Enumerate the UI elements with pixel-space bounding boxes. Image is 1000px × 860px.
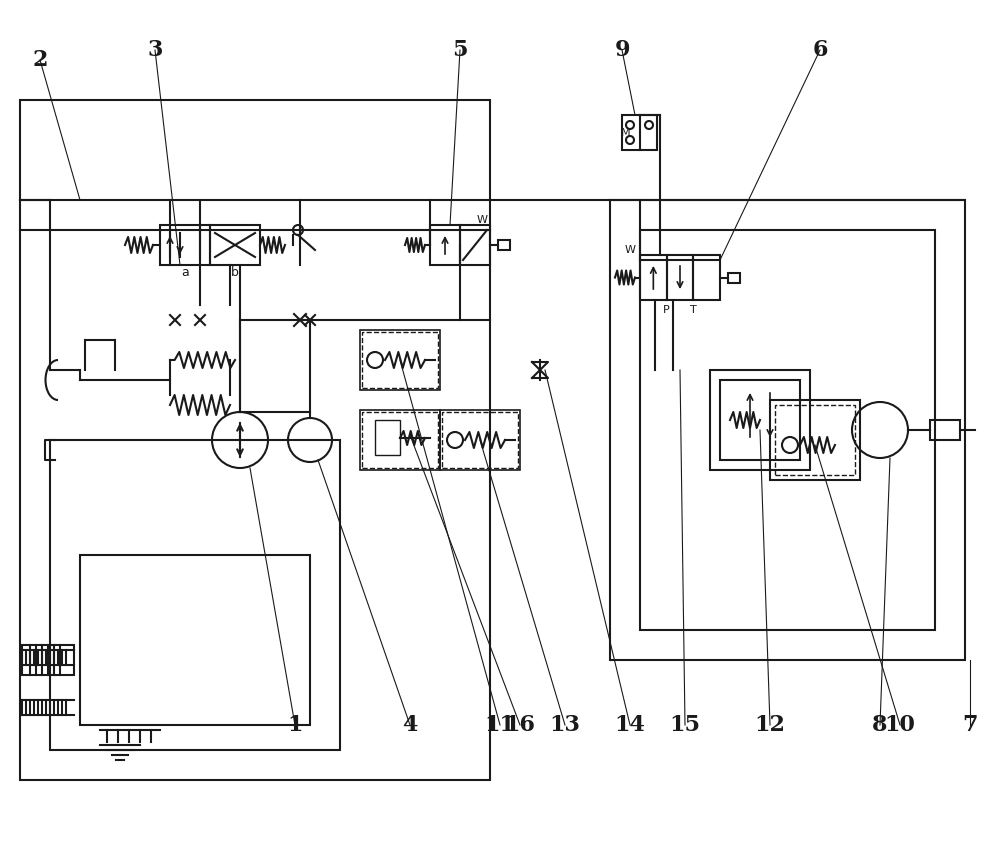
Text: 12: 12 — [755, 714, 786, 736]
Text: 9: 9 — [614, 39, 630, 61]
Bar — [160, 225, 210, 265]
Bar — [442, 412, 518, 468]
Text: 5: 5 — [452, 39, 468, 61]
Text: 10: 10 — [885, 714, 915, 736]
Bar — [80, 555, 310, 725]
Text: W: W — [477, 215, 488, 225]
Bar — [20, 100, 490, 780]
Bar — [210, 225, 260, 265]
Bar — [610, 200, 965, 660]
Text: 3: 3 — [147, 39, 163, 61]
Text: 4: 4 — [402, 714, 418, 736]
Text: M: M — [621, 127, 631, 138]
Text: T: T — [690, 305, 697, 315]
Text: a: a — [181, 267, 189, 280]
Text: 15: 15 — [670, 714, 700, 736]
Bar — [728, 273, 740, 282]
Bar — [693, 255, 720, 300]
Bar — [375, 420, 400, 455]
Text: 16: 16 — [505, 714, 536, 736]
Bar — [640, 230, 935, 630]
Bar — [720, 380, 800, 460]
Bar — [50, 440, 340, 750]
Text: b: b — [231, 267, 239, 280]
Bar — [362, 412, 438, 468]
Text: 2: 2 — [32, 49, 48, 71]
Bar — [22, 645, 74, 675]
Text: W: W — [624, 245, 636, 255]
Bar — [360, 410, 440, 470]
Text: 7: 7 — [962, 714, 978, 736]
Bar — [498, 240, 510, 250]
Text: P: P — [663, 305, 670, 315]
Text: 13: 13 — [550, 714, 580, 736]
Bar — [640, 255, 667, 300]
Text: 14: 14 — [615, 714, 645, 736]
Bar — [440, 410, 520, 470]
Bar — [460, 225, 490, 265]
Text: 11: 11 — [484, 714, 516, 736]
Bar — [710, 370, 810, 470]
Bar — [622, 115, 657, 150]
Text: 6: 6 — [812, 39, 828, 61]
Bar — [430, 225, 460, 265]
Text: 8: 8 — [872, 714, 888, 736]
Bar — [930, 420, 960, 440]
Text: 1: 1 — [287, 714, 303, 736]
Bar — [667, 255, 693, 300]
Bar — [770, 400, 860, 480]
Bar — [775, 405, 855, 475]
Bar — [362, 332, 438, 388]
Bar — [360, 330, 440, 390]
